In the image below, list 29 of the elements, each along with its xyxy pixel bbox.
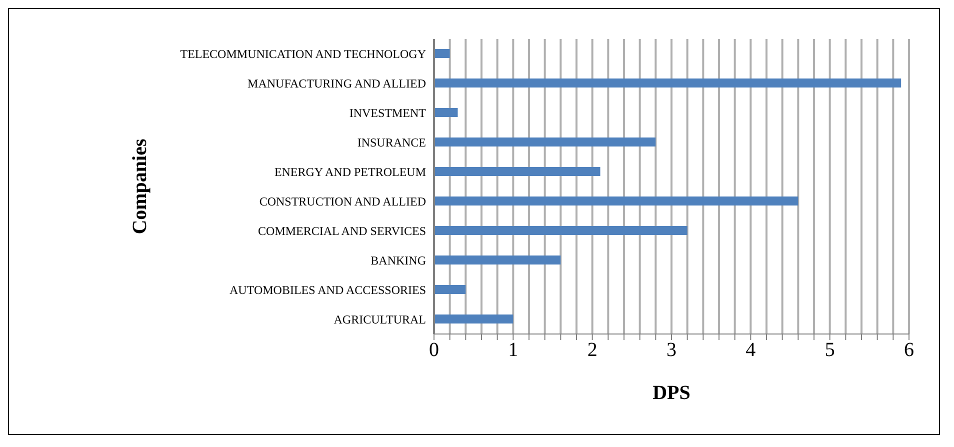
x-axis-title: DPS: [652, 382, 690, 404]
y-tick-label: BANKING: [370, 254, 426, 268]
x-tick-label: 2: [587, 339, 598, 362]
y-tick-label: ENERGY AND PETROLEUM: [274, 165, 426, 180]
y-tick-label: TELECOMMUNICATION AND TECHNOLOGY: [180, 47, 426, 62]
y-tick-label: COMMERCIAL AND SERVICES: [258, 224, 426, 238]
bar: [434, 49, 450, 58]
bar: [434, 285, 466, 294]
bar: [434, 108, 458, 117]
y-tick-label: CONSTRUCTION AND ALLIED: [259, 194, 426, 209]
x-tick-label: 5: [824, 339, 835, 362]
y-tick-label: INSURANCE: [357, 136, 426, 150]
y-tick-label: AUTOMOBILES AND ACCESSORIES: [230, 283, 426, 298]
bar: [434, 256, 561, 264]
bar: [434, 138, 656, 146]
bar: [434, 196, 798, 206]
y-tick-label: MANUFACTURING AND ALLIED: [248, 76, 426, 91]
bar: [434, 78, 902, 88]
x-tick-label: 0: [429, 339, 439, 362]
bar: [434, 226, 688, 235]
y-tick-label: INVESTMENT: [349, 106, 427, 120]
x-tick-label: 3: [666, 339, 676, 362]
bar: [434, 167, 600, 176]
x-tick-label: 4: [746, 339, 756, 362]
bar: [434, 314, 514, 324]
x-tick-label: 6: [904, 339, 914, 362]
y-axis-title: Companies: [129, 138, 152, 234]
x-tick-label: 1: [508, 339, 518, 362]
y-tick-label: AGRICULTURAL: [334, 312, 426, 327]
